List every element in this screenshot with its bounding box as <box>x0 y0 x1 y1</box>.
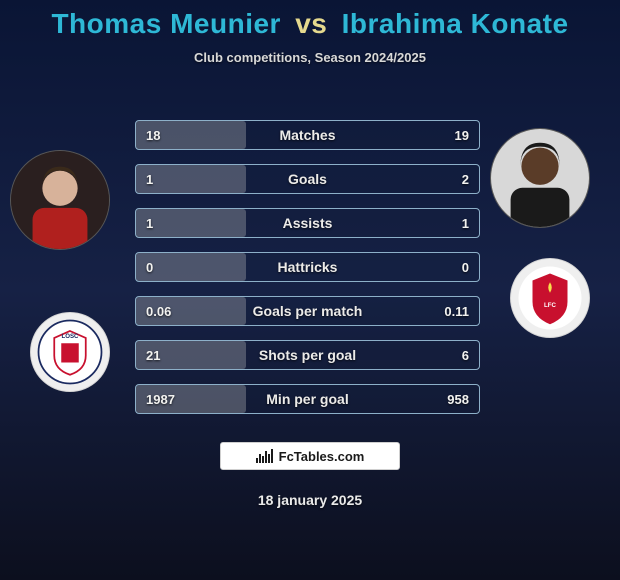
player2-avatar <box>490 128 590 228</box>
stats-table: 18Matches191Goals21Assists10Hattricks00.… <box>135 120 480 414</box>
stat-value-right: 19 <box>455 128 469 143</box>
stat-row: 1Assists1 <box>135 208 480 238</box>
player1-avatar <box>10 150 110 250</box>
stat-label: Shots per goal <box>136 347 479 363</box>
stat-row: 0.06Goals per match0.11 <box>135 296 480 326</box>
player2-name: Ibrahima Konate <box>342 8 569 39</box>
person-icon <box>491 129 589 227</box>
stat-row: 1987Min per goal958 <box>135 384 480 414</box>
crest-icon: LFC <box>515 263 585 333</box>
stat-row: 0Hattricks0 <box>135 252 480 282</box>
stat-label: Min per goal <box>136 391 479 407</box>
stat-label: Hattricks <box>136 259 479 275</box>
player1-name: Thomas Meunier <box>51 8 280 39</box>
comparison-title: Thomas Meunier vs Ibrahima Konate <box>0 0 620 40</box>
brand-badge: FcTables.com <box>220 442 400 470</box>
stat-value-right: 1 <box>462 216 469 231</box>
stat-label: Assists <box>136 215 479 231</box>
stat-value-right: 958 <box>447 392 469 407</box>
date-label: 18 january 2025 <box>0 492 620 508</box>
stat-label: Goals per match <box>136 303 479 319</box>
stat-row: 21Shots per goal6 <box>135 340 480 370</box>
stat-value-right: 0.11 <box>444 304 469 319</box>
stat-value-right: 6 <box>462 348 469 363</box>
brand-label: FcTables.com <box>279 449 365 464</box>
svg-text:LFC: LFC <box>544 302 556 309</box>
svg-text:LOSC: LOSC <box>62 333 80 340</box>
stat-value-right: 2 <box>462 172 469 187</box>
stat-label: Matches <box>136 127 479 143</box>
stat-row: 1Goals2 <box>135 164 480 194</box>
subtitle: Club competitions, Season 2024/2025 <box>0 50 620 65</box>
stat-row: 18Matches19 <box>135 120 480 150</box>
stat-value-right: 0 <box>462 260 469 275</box>
stat-label: Goals <box>136 171 479 187</box>
player2-club-crest: LFC <box>510 258 590 338</box>
crest-icon: LOSC <box>35 317 105 387</box>
vs-label: vs <box>289 8 333 39</box>
person-icon <box>11 151 109 249</box>
player1-club-crest: LOSC <box>30 312 110 392</box>
bars-icon <box>256 449 273 463</box>
